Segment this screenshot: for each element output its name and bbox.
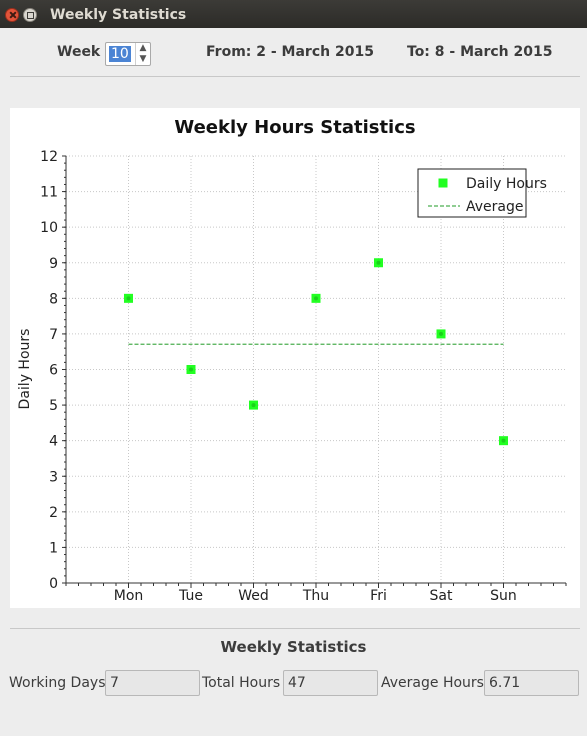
y-tick-label: 3 [49,469,58,485]
data-point-center [314,296,318,301]
title-bar: Weekly Statistics [0,0,587,28]
chevron-down-icon[interactable]: ▼ [139,54,147,64]
week-spinner[interactable]: 10 ▲ ▼ [105,42,151,66]
window-title: Weekly Statistics [50,7,187,23]
total-hours-label: Total Hours [202,675,281,691]
close-icon[interactable] [5,8,19,22]
x-tick-label: Sun [490,588,517,604]
x-tick-label: Fri [370,588,387,604]
maximize-icon[interactable] [23,8,37,22]
separator [10,76,580,77]
y-axis-label: Daily Hours [17,329,33,410]
chart-title: Weekly Hours Statistics [174,117,415,138]
spinner-arrows[interactable]: ▲ ▼ [135,43,150,65]
y-tick-label: 8 [49,291,58,307]
y-tick-label: 5 [49,398,58,414]
y-tick-label: 0 [49,576,58,592]
separator [10,628,580,629]
data-point-center [126,296,131,301]
marks [124,258,508,446]
x-tick-label: Sat [430,588,453,604]
data-point-center [501,438,506,443]
y-tick-label: 4 [49,434,58,450]
to-date: To: 8 - March 2015 [407,44,553,60]
data-point-center [439,331,443,336]
y-tick-label: 10 [40,220,58,236]
legend-box [417,168,527,218]
y-tick-label: 1 [49,540,58,556]
x-tick-label: Wed [238,588,269,604]
legend-marker-points [438,178,448,188]
y-tick-label: 9 [49,256,58,272]
x-tick-label: Tue [178,588,203,604]
stats-title: Weekly Statistics [220,638,367,656]
week-value[interactable]: 10 [109,46,131,62]
grid [66,155,566,584]
data-point [249,400,258,410]
x-tick-label: Mon [114,588,144,604]
data-point [311,293,321,303]
data-point-center [251,403,256,408]
chart-panel: Weekly Hours Statistics 0 1 2 3 4 5 6 7 8 9 10 11 12… [10,108,580,608]
data-point [186,365,196,374]
from-date: From: 2 - March 2015 [206,44,374,60]
data-point [436,329,446,339]
y-tick-label: 11 [40,185,58,201]
data-point [124,293,133,303]
weekly-hours-chart: Weekly Hours Statistics 0123456789101112… [17,117,567,604]
y-tick-label: 12 [40,149,58,165]
average-hours-field[interactable]: 6.71 [484,670,579,696]
total-hours-field[interactable]: 47 [283,670,378,696]
working-days-field[interactable]: 7 [105,670,200,696]
chevron-up-icon[interactable]: ▲ [139,43,147,53]
data-point [374,258,383,268]
average-hours-label: Average Hours [381,675,484,691]
y-tick-label: 2 [49,505,58,521]
data-point-center [376,260,381,265]
y-tick-label: 6 [49,363,58,379]
legend-label-points: Daily Hours [466,176,547,192]
week-label: Week [57,44,101,60]
data-point-center [189,367,193,372]
working-days-label: Working Days [9,675,106,691]
legend: Daily Hours Average [417,168,547,218]
legend-label-average: Average [466,199,524,215]
data-point [499,436,508,446]
x-tick-label: Thu [302,588,329,604]
y-tick-label: 7 [49,327,58,343]
